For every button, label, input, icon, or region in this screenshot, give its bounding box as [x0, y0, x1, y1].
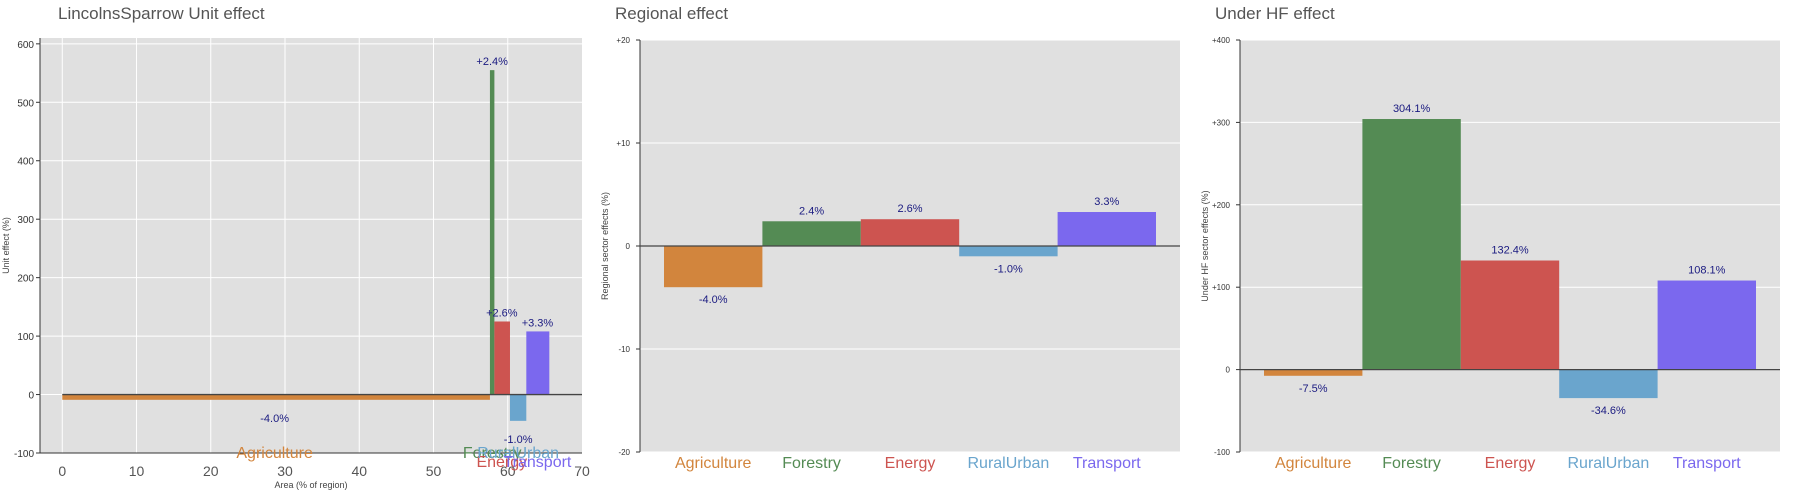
regional-category-label: Forestry [782, 455, 841, 472]
underhf-bar-forestry [1362, 119, 1461, 370]
underhf-value-label: 304.1% [1393, 103, 1431, 115]
regional-value-label: -1.0% [994, 263, 1023, 275]
regional-ytick-label: -10 [618, 345, 630, 354]
unit-effect-xtick-label: 30 [277, 463, 293, 479]
unit-effect-xlabel: Area (% of region) [274, 480, 347, 490]
unit-effect-bar-transport [526, 331, 550, 395]
underhf-ytick-label: 0 [1226, 366, 1231, 375]
unit-effect-bar-energy [494, 321, 510, 395]
unit-effect-xtick-label: 10 [129, 463, 145, 479]
underhf-bar-transport [1657, 280, 1756, 370]
unit-effect-sector-label: RuralUrban [477, 445, 559, 462]
regional-ytick-label: +20 [616, 36, 630, 45]
unit-effect-xtick-label: 70 [574, 463, 590, 479]
unit-effect-value-label: -4.0% [260, 413, 289, 425]
regional-bar-ruralurban [959, 246, 1058, 257]
unit-effect-xtick-label: 60 [500, 463, 516, 479]
regional-category-label: Energy [885, 455, 936, 472]
unit-effect-ytick-label: 500 [17, 98, 34, 109]
regional-value-label: 3.3% [1094, 196, 1119, 208]
regional-bar-transport [1057, 212, 1156, 246]
underhf-ytick-label: +100 [1212, 283, 1231, 292]
regional-bar-agriculture [664, 246, 763, 288]
underhf-plot-area [1240, 40, 1780, 452]
regional-title: Regional effect [615, 4, 728, 23]
underhf-effect-panel: Under HF effect -100 0 +100 +200 +300 +400 -7.5… [1200, 4, 1780, 472]
underhf-bar-energy [1460, 260, 1560, 370]
regional-bar-energy [860, 219, 960, 246]
unit-effect-xtick-label: 50 [426, 463, 442, 479]
unit-effect-bar-agriculture [62, 394, 490, 400]
regional-effect-panel: Regional effect -20 -10 0 +10 +20 -4.0% Agricul… [600, 4, 1180, 472]
underhf-bar-agriculture [1264, 369, 1363, 376]
unit-effect-panel: LincolnsSparrow Unit effect 0 10 20 30 40 50 60… [1, 4, 590, 490]
unit-effect-sector-label: Forestry [463, 445, 522, 462]
unit-effect-title: LincolnsSparrow Unit effect [58, 4, 265, 23]
regional-ylabel: Regional sector effects (%) [600, 192, 610, 300]
unit-effect-value-label: +2.6% [486, 307, 518, 319]
underhf-category-label: Forestry [1382, 455, 1441, 472]
unit-effect-xtick-label: 20 [203, 463, 219, 479]
regional-category-label: Agriculture [675, 455, 752, 472]
underhf-value-label: 108.1% [1688, 265, 1726, 277]
underhf-category-label: RuralUrban [1567, 455, 1649, 472]
regional-category-label: Transport [1073, 455, 1141, 472]
underhf-value-label: 132.4% [1491, 245, 1529, 257]
regional-value-label: -4.0% [699, 294, 728, 306]
unit-effect-sector-label: Agriculture [236, 445, 313, 462]
unit-effect-value-label: +3.3% [522, 317, 554, 329]
underhf-ytick-label: +400 [1212, 36, 1231, 45]
underhf-value-label: -34.6% [1591, 405, 1626, 417]
underhf-ytick-label: +300 [1212, 118, 1231, 127]
underhf-category-label: Energy [1485, 455, 1536, 472]
unit-effect-xtick-label: 0 [58, 463, 66, 479]
regional-ytick-label: -20 [618, 448, 630, 457]
underhf-ytick-label: +200 [1212, 201, 1231, 210]
unit-effect-value-label: -1.0% [504, 434, 533, 446]
underhf-category-label: Transport [1673, 455, 1741, 472]
unit-effect-ytick-label: 100 [17, 332, 34, 343]
regional-value-label: 2.4% [799, 205, 824, 217]
underhf-bar-ruralurban [1559, 369, 1658, 399]
unit-effect-ytick-label: 300 [17, 215, 34, 226]
regional-category-label: RuralUrban [967, 455, 1049, 472]
unit-effect-ytick-label: -100 [14, 449, 34, 460]
unit-effect-ytick-label: 0 [28, 391, 34, 402]
regional-bar-forestry [762, 221, 861, 246]
underhf-value-label: -7.5% [1299, 383, 1328, 395]
unit-effect-value-label: +2.4% [476, 56, 508, 68]
underhf-title: Under HF effect [1215, 4, 1335, 23]
unit-effect-ylabel: Unit effect (%) [1, 217, 11, 274]
unit-effect-bar-forestry [489, 70, 495, 395]
unit-effect-ytick-label: 400 [17, 157, 34, 168]
underhf-ylabel: Under HF sector effects (%) [1200, 190, 1210, 301]
unit-effect-bar-ruralurban [509, 394, 527, 421]
unit-effect-ytick-label: 200 [17, 274, 34, 285]
underhf-category-label: Agriculture [1275, 455, 1352, 472]
unit-effect-sector-label: Energy [476, 454, 527, 471]
regional-ytick-label: +10 [616, 139, 630, 148]
unit-effect-ytick-label: 600 [17, 40, 34, 51]
regional-ytick-label: 0 [626, 242, 631, 251]
underhf-ytick-label: -100 [1214, 448, 1231, 457]
unit-effect-sector-label: Transport [504, 454, 572, 471]
regional-value-label: 2.6% [897, 203, 922, 215]
unit-effect-xtick-label: 40 [351, 463, 367, 479]
